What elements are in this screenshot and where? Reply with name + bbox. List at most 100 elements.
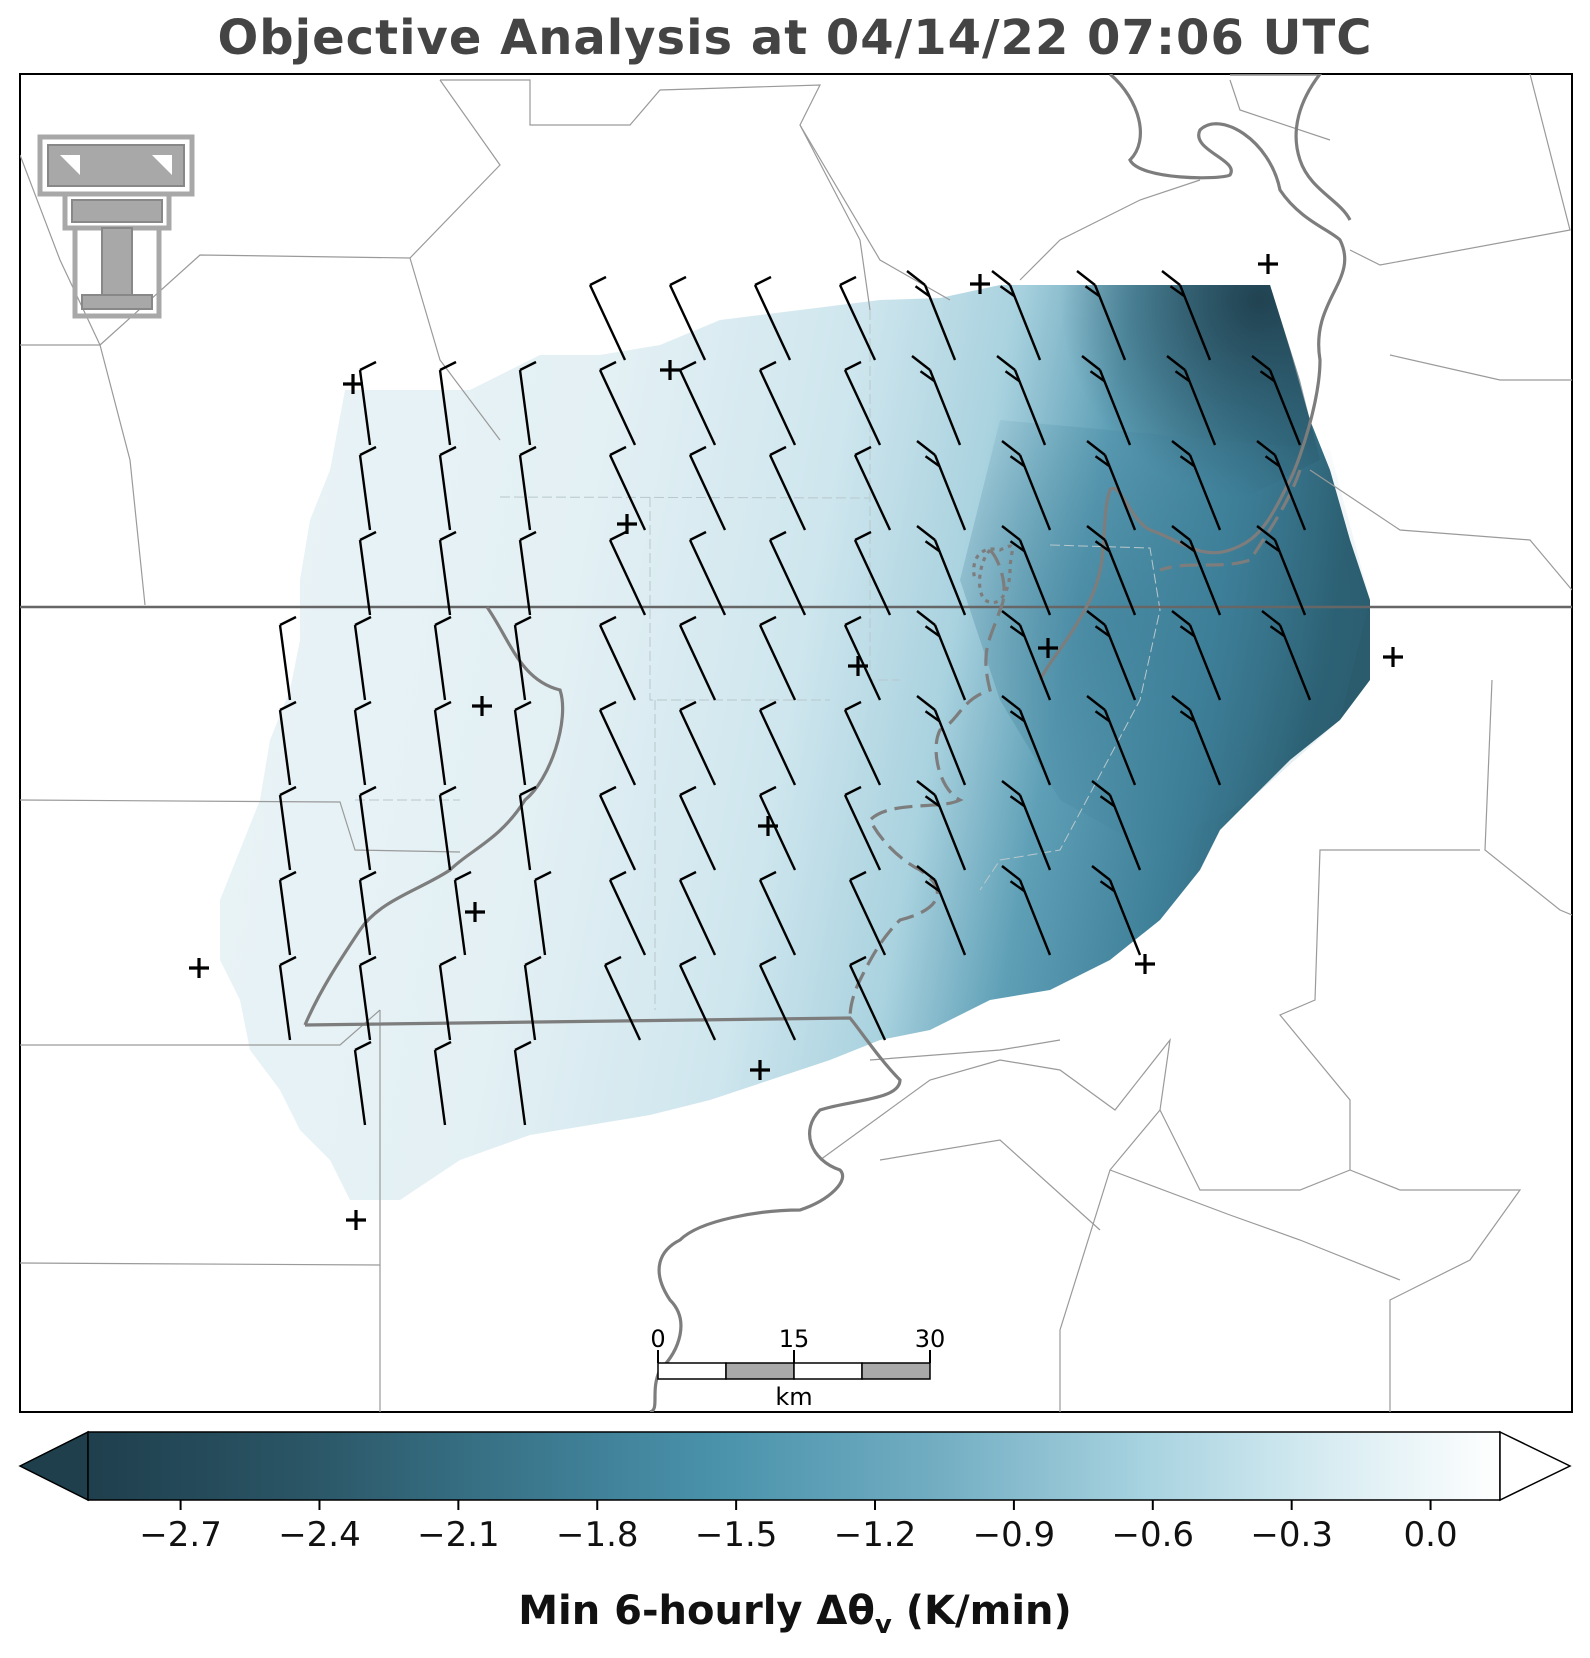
station-marker-icon — [465, 902, 485, 922]
wind-barb-icon — [1086, 695, 1137, 786]
station-marker-icon — [617, 514, 637, 534]
wind-barb-icon — [433, 700, 452, 786]
wind-barb-icon — [608, 870, 647, 956]
wind-barb-icon — [843, 360, 882, 446]
wind-barb-icon — [758, 870, 797, 956]
wind-barb-icon — [1001, 695, 1052, 786]
station-marker-icon — [1258, 254, 1278, 274]
wind-barb-icon — [991, 270, 1042, 361]
station-marker-icon — [1135, 954, 1155, 974]
wind-barb-icon — [1256, 440, 1307, 531]
wind-barb-icon — [843, 615, 882, 701]
colorbar-tick-label: −0.9 — [973, 1515, 1056, 1555]
wind-barb-icon — [438, 360, 457, 446]
wind-barb-icon — [533, 870, 552, 956]
station-marker-icon — [750, 1060, 770, 1080]
inner-county-lines — [355, 310, 1161, 1010]
wind-barb-icon — [758, 615, 797, 701]
colorbar-tick-label: −0.3 — [1250, 1515, 1333, 1555]
wind-barb-icon — [753, 275, 792, 361]
wind-barb-icon — [278, 700, 297, 786]
wind-barb-icon — [758, 360, 797, 446]
wind-barb-icon — [1001, 525, 1052, 616]
station-marker-icon — [472, 696, 492, 716]
wind-barb-icon — [678, 785, 717, 871]
wind-barb-icon — [916, 780, 967, 871]
colorbar-tick-label: 0.0 — [1404, 1515, 1458, 1555]
wind-barb-icon — [678, 615, 717, 701]
wind-barb-icon — [353, 1040, 372, 1126]
wind-barb-icon — [523, 955, 542, 1041]
wind-barb-icon — [1251, 355, 1302, 446]
wind-barb-icon — [838, 275, 877, 361]
wind-barb-icon — [438, 530, 457, 616]
wind-barb-icon — [843, 785, 882, 871]
county-boundaries — [20, 74, 1572, 1412]
wind-barb-icon — [688, 530, 727, 616]
wind-barbs-layer — [278, 270, 1312, 1126]
scale-label-30: 30 — [915, 1325, 946, 1353]
scale-bar: 0 15 30 km — [650, 1325, 945, 1411]
wind-barb-icon — [768, 445, 807, 531]
colorbar-low-extension — [18, 1430, 89, 1502]
wind-barb-icon — [848, 870, 887, 956]
station-marker-icon — [970, 274, 990, 294]
colorbar-label-main: Min 6-hourly Δθ — [518, 1588, 875, 1634]
station-marker-icon — [189, 958, 209, 978]
station-marker-icon — [343, 374, 363, 394]
scale-label-15: 15 — [779, 1325, 810, 1353]
station-markers-layer — [189, 254, 1403, 1230]
wind-barb-icon — [358, 530, 377, 616]
wind-barb-icon — [678, 955, 717, 1041]
wind-barb-icon — [438, 445, 457, 531]
station-marker-icon — [758, 816, 778, 836]
wind-barb-icon — [916, 695, 967, 786]
wind-barb-icon — [758, 785, 797, 871]
wind-barb-icon — [278, 870, 297, 956]
wind-barb-icon — [433, 615, 452, 701]
analysis-gradient-bulge — [960, 420, 1370, 850]
wind-barb-icon — [996, 355, 1047, 446]
wind-barb-icon — [843, 700, 882, 786]
wind-barb-icon — [678, 700, 717, 786]
colorbar-label-units: (K/min) — [891, 1588, 1072, 1634]
wind-barb-icon — [353, 615, 372, 701]
wind-barb-icon — [853, 530, 892, 616]
station-marker-icon — [1383, 647, 1403, 667]
wind-barb-icon — [916, 610, 967, 701]
wind-barb-icon — [1076, 270, 1127, 361]
map-title: Objective Analysis at 04/14/22 07:06 UTC — [217, 10, 1373, 66]
colorbar-ticks: −2.7 −2.4 −2.1 −1.8 −1.5 −1.2 −0.9 −0.6 −0.3 0.0 — [139, 1500, 1458, 1555]
wind-barb-icon — [668, 275, 707, 361]
wind-barb-icon — [433, 1040, 452, 1126]
colorbar-tick-label: −0.6 — [1112, 1515, 1195, 1555]
colorbar-tick-label: −1.5 — [695, 1515, 778, 1555]
wind-barb-icon — [1171, 440, 1222, 531]
wind-barb-icon — [358, 445, 377, 531]
wind-barb-icon — [588, 275, 627, 361]
wind-barb-icon — [518, 360, 537, 446]
wind-barb-icon — [278, 615, 297, 701]
wind-barb-icon — [916, 865, 967, 956]
colorbar-tick-label: −1.2 — [834, 1515, 917, 1555]
wind-barb-icon — [353, 700, 372, 786]
station-marker-icon — [660, 360, 680, 380]
wind-barb-icon — [678, 870, 717, 956]
wind-barb-icon — [598, 785, 637, 871]
wind-barb-icon — [438, 955, 457, 1041]
colorbar-tick-label: −2.1 — [417, 1515, 500, 1555]
wind-barb-icon — [1001, 610, 1052, 701]
wind-barb-icon — [768, 530, 807, 616]
wind-barb-icon — [911, 355, 962, 446]
wind-barb-icon — [906, 270, 957, 361]
colorbar-gradient — [87, 1431, 1501, 1501]
station-marker-icon — [346, 1210, 366, 1230]
wind-barb-icon — [518, 785, 537, 871]
wind-barb-icon — [278, 955, 297, 1041]
wind-barb-icon — [1001, 440, 1052, 531]
wind-barb-icon — [598, 615, 637, 701]
wind-barb-icon — [1171, 525, 1222, 616]
dashed-boundary — [848, 469, 1302, 1019]
colorbar-label-sub: v — [874, 1610, 892, 1640]
